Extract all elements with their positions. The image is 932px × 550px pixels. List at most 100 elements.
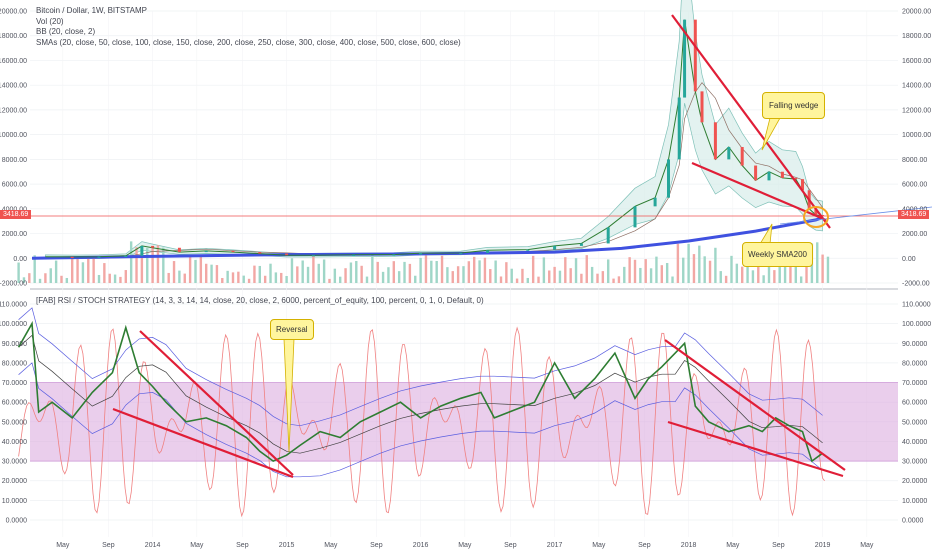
- price-candle: [151, 245, 155, 248]
- x-tick-label: Sep: [638, 542, 651, 549]
- volume-bar: [499, 276, 503, 283]
- volume-bar: [403, 261, 406, 283]
- x-tick-label: 2014: [145, 542, 161, 549]
- volume-bar: [607, 259, 610, 283]
- price-candle: [653, 197, 657, 207]
- volume-bar: [580, 273, 583, 283]
- volume-bar: [333, 268, 337, 283]
- price-candle: [767, 171, 771, 181]
- volume-bar: [628, 257, 631, 283]
- volume-bar: [22, 277, 26, 283]
- y-tick-label: 20000.00: [902, 9, 931, 16]
- y-tick-label: 110.0000: [0, 302, 27, 309]
- volume-bar: [274, 272, 278, 283]
- price-candle: [754, 165, 758, 181]
- y-tick-label: 100.0000: [902, 321, 931, 328]
- volume-bar: [821, 254, 824, 283]
- price-line: [45, 19, 823, 258]
- volume-bar: [515, 278, 519, 283]
- volume-bar: [741, 266, 744, 283]
- oscillator-legend: [FAB] RSI / STOCH STRATEGY (14, 3, 3, 14…: [36, 296, 484, 307]
- x-tick-label: May: [860, 542, 874, 549]
- volume-bar: [44, 273, 47, 283]
- price-candle: [713, 122, 717, 160]
- y-tick-label: 110.0000: [902, 302, 931, 309]
- volume-bar: [210, 264, 213, 283]
- volume-bar: [826, 256, 830, 283]
- y-tick-label: 2000.00: [902, 231, 927, 238]
- y-tick-label: 100.0000: [0, 321, 27, 328]
- y-tick-label: 20000.00: [0, 9, 27, 16]
- volume-bar: [215, 265, 219, 283]
- volume-bar: [76, 258, 79, 283]
- volume-bar: [531, 255, 535, 283]
- falling-wedge-callout: Falling wedge: [762, 92, 826, 119]
- volume-bar: [33, 255, 36, 283]
- volume-bar: [226, 270, 229, 283]
- y-tick-label: 90.0000: [902, 341, 927, 348]
- volume-bar: [789, 264, 792, 283]
- volume-bar: [751, 270, 755, 283]
- price-candle: [606, 227, 610, 244]
- x-tick-label: 2019: [815, 542, 831, 549]
- y-tick-label: 40.0000: [902, 439, 927, 446]
- y-tick-label: 10.0000: [902, 498, 927, 505]
- volume-bar: [103, 263, 106, 283]
- price-candle: [204, 250, 208, 253]
- price-tag-left: 3418.69: [0, 210, 32, 219]
- volume-bar: [521, 268, 524, 283]
- volume-bar: [730, 255, 733, 283]
- volume-bar: [456, 266, 460, 283]
- wedge-lower-trendline: [691, 161, 827, 222]
- volume-bar: [478, 260, 481, 283]
- y-tick-label: 16000.00: [902, 58, 931, 65]
- volume-bar: [92, 257, 95, 283]
- volume-bar: [623, 266, 626, 283]
- volume-bar: [328, 278, 331, 283]
- volume-bar: [671, 276, 674, 283]
- price-candle: [459, 252, 463, 255]
- osc-trendline-1-upper: [139, 330, 294, 476]
- volume-bar: [676, 243, 680, 283]
- x-tick-label: 2017: [547, 542, 563, 549]
- volume-bar: [199, 255, 203, 283]
- x-tick-label: 2016: [413, 542, 429, 549]
- price-candle: [311, 255, 315, 257]
- volume-bar: [296, 266, 299, 283]
- price-tag-right: 3418.69: [898, 210, 930, 219]
- volume-bar: [280, 272, 283, 283]
- volume-bar: [339, 276, 342, 283]
- volume-bar: [494, 260, 497, 283]
- volume-bar: [81, 262, 85, 283]
- x-axis-ticks: May Sep 2014 May Sep 2015 May Sep 2016 May Sep 2017…: [56, 542, 874, 549]
- volume-bar: [665, 263, 669, 283]
- volume-bar: [119, 276, 122, 283]
- x-tick-label: 2018: [681, 542, 697, 549]
- volume-bar: [54, 260, 58, 283]
- volume-bar: [682, 257, 685, 283]
- volume-bar: [317, 263, 320, 283]
- volume-bars: [17, 241, 830, 283]
- y-tick-label: 12000.00: [0, 107, 27, 114]
- volume-bar: [757, 266, 760, 283]
- y-tick-label: 6000.00: [2, 182, 27, 189]
- y-tick-label: 20.0000: [2, 478, 27, 485]
- y-tick-label: 0.00: [13, 256, 27, 263]
- volume-bar: [698, 245, 701, 283]
- price-candle: [683, 19, 687, 98]
- osc-trendline-2-lower: [667, 420, 844, 478]
- volume-bar: [387, 267, 390, 283]
- volume-bar: [146, 248, 149, 283]
- volume-bar: [435, 261, 438, 283]
- volume-bar: [371, 255, 374, 283]
- right-axis-ticks: 20000.00 18000.00 16000.00 14000.00 12000.00…: [902, 9, 931, 525]
- volume-bar: [505, 262, 508, 283]
- legend-smas: SMAs (20, close, 50, close, 100, close, …: [36, 37, 461, 47]
- y-tick-label: 0.0000: [902, 518, 924, 525]
- price-candle: [821, 215, 825, 217]
- volume-bar: [735, 263, 739, 283]
- volume-bar: [719, 271, 722, 283]
- price-candle: [352, 254, 356, 257]
- volume-bar: [724, 275, 728, 283]
- price-candle: [258, 252, 262, 254]
